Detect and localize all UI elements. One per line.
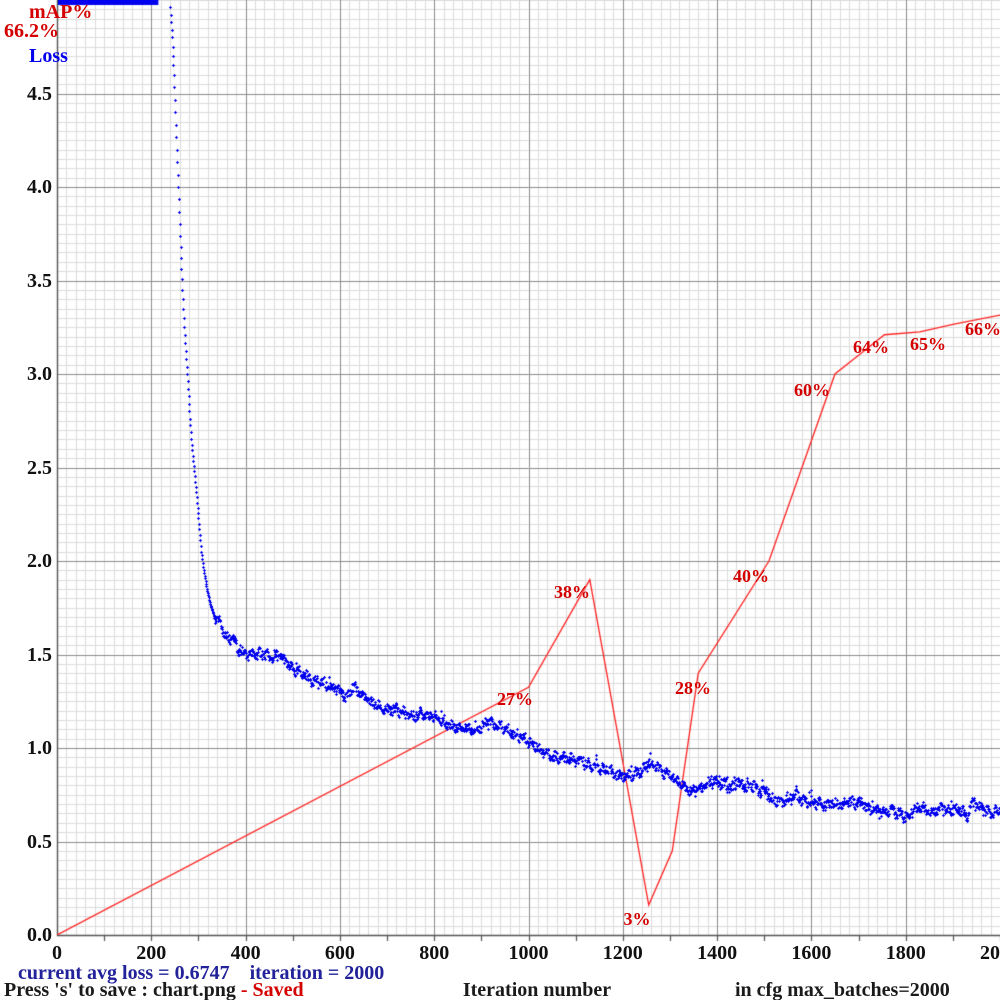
map-axis-label: mAP%	[29, 1, 93, 23]
saved-flag: - Saved	[240, 979, 304, 1000]
map-point-label: 60%	[794, 380, 830, 400]
map-point-label: 38%	[554, 582, 590, 602]
x-tick-label: 1800	[885, 942, 926, 964]
map-point-label: 40%	[733, 566, 769, 586]
map-point-label: 66%	[965, 319, 1000, 339]
map-point-label: 28%	[675, 678, 711, 698]
map-point-label: 65%	[910, 334, 946, 354]
map-point-label: 27%	[497, 689, 533, 709]
map-point-label: 3%	[623, 909, 651, 929]
loss-axis-label: Loss	[29, 45, 68, 67]
x-axis-title: Iteration number	[462, 979, 612, 1000]
save-hint-line: Press 's' to save : chart.png - Saved	[4, 980, 304, 1000]
x-tick-label: 600	[324, 942, 355, 964]
x-tick-label: 200	[136, 942, 167, 964]
y-tick-label: 4.0	[27, 176, 52, 198]
y-tick-label: 4.5	[27, 82, 52, 105]
y-tick-label: 2.5	[27, 456, 52, 479]
x-tick-label: 1000	[508, 942, 549, 964]
y-tick-label: 0.5	[27, 830, 52, 853]
x-tick-label: 1600	[791, 942, 832, 964]
x-tick-label: 400	[230, 942, 261, 964]
y-tick-label: 1.5	[27, 643, 52, 666]
y-tick-label: 3.5	[27, 269, 52, 292]
map-point-label: 64%	[853, 337, 889, 357]
status-line: current avg loss = 0.6747 iteration = 20…	[18, 962, 385, 984]
x-tick-label: 0	[52, 942, 62, 964]
y-tick-label: 1.0	[27, 737, 52, 759]
x-tick-label: 1200	[602, 942, 643, 964]
x-tick-label: 1400	[697, 942, 738, 964]
map-best-value: 66.2%	[4, 20, 59, 42]
y-tick-label: 3.0	[27, 363, 52, 385]
x-tick-label: 2000	[980, 942, 1000, 964]
y-tick-label: 0.0	[27, 924, 52, 946]
x-tick-label: 800	[419, 942, 450, 964]
y-tick-label: 2.0	[27, 550, 52, 572]
cfg-note: in cfg max_batches=2000	[735, 979, 950, 1000]
save-hint: Press 's' to save : chart.png	[4, 979, 236, 1000]
